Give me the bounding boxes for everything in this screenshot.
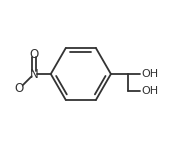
Text: OH: OH xyxy=(141,69,158,79)
Text: O: O xyxy=(15,82,24,95)
Text: N: N xyxy=(30,67,38,81)
Text: OH: OH xyxy=(141,86,158,96)
Text: O: O xyxy=(29,48,39,61)
